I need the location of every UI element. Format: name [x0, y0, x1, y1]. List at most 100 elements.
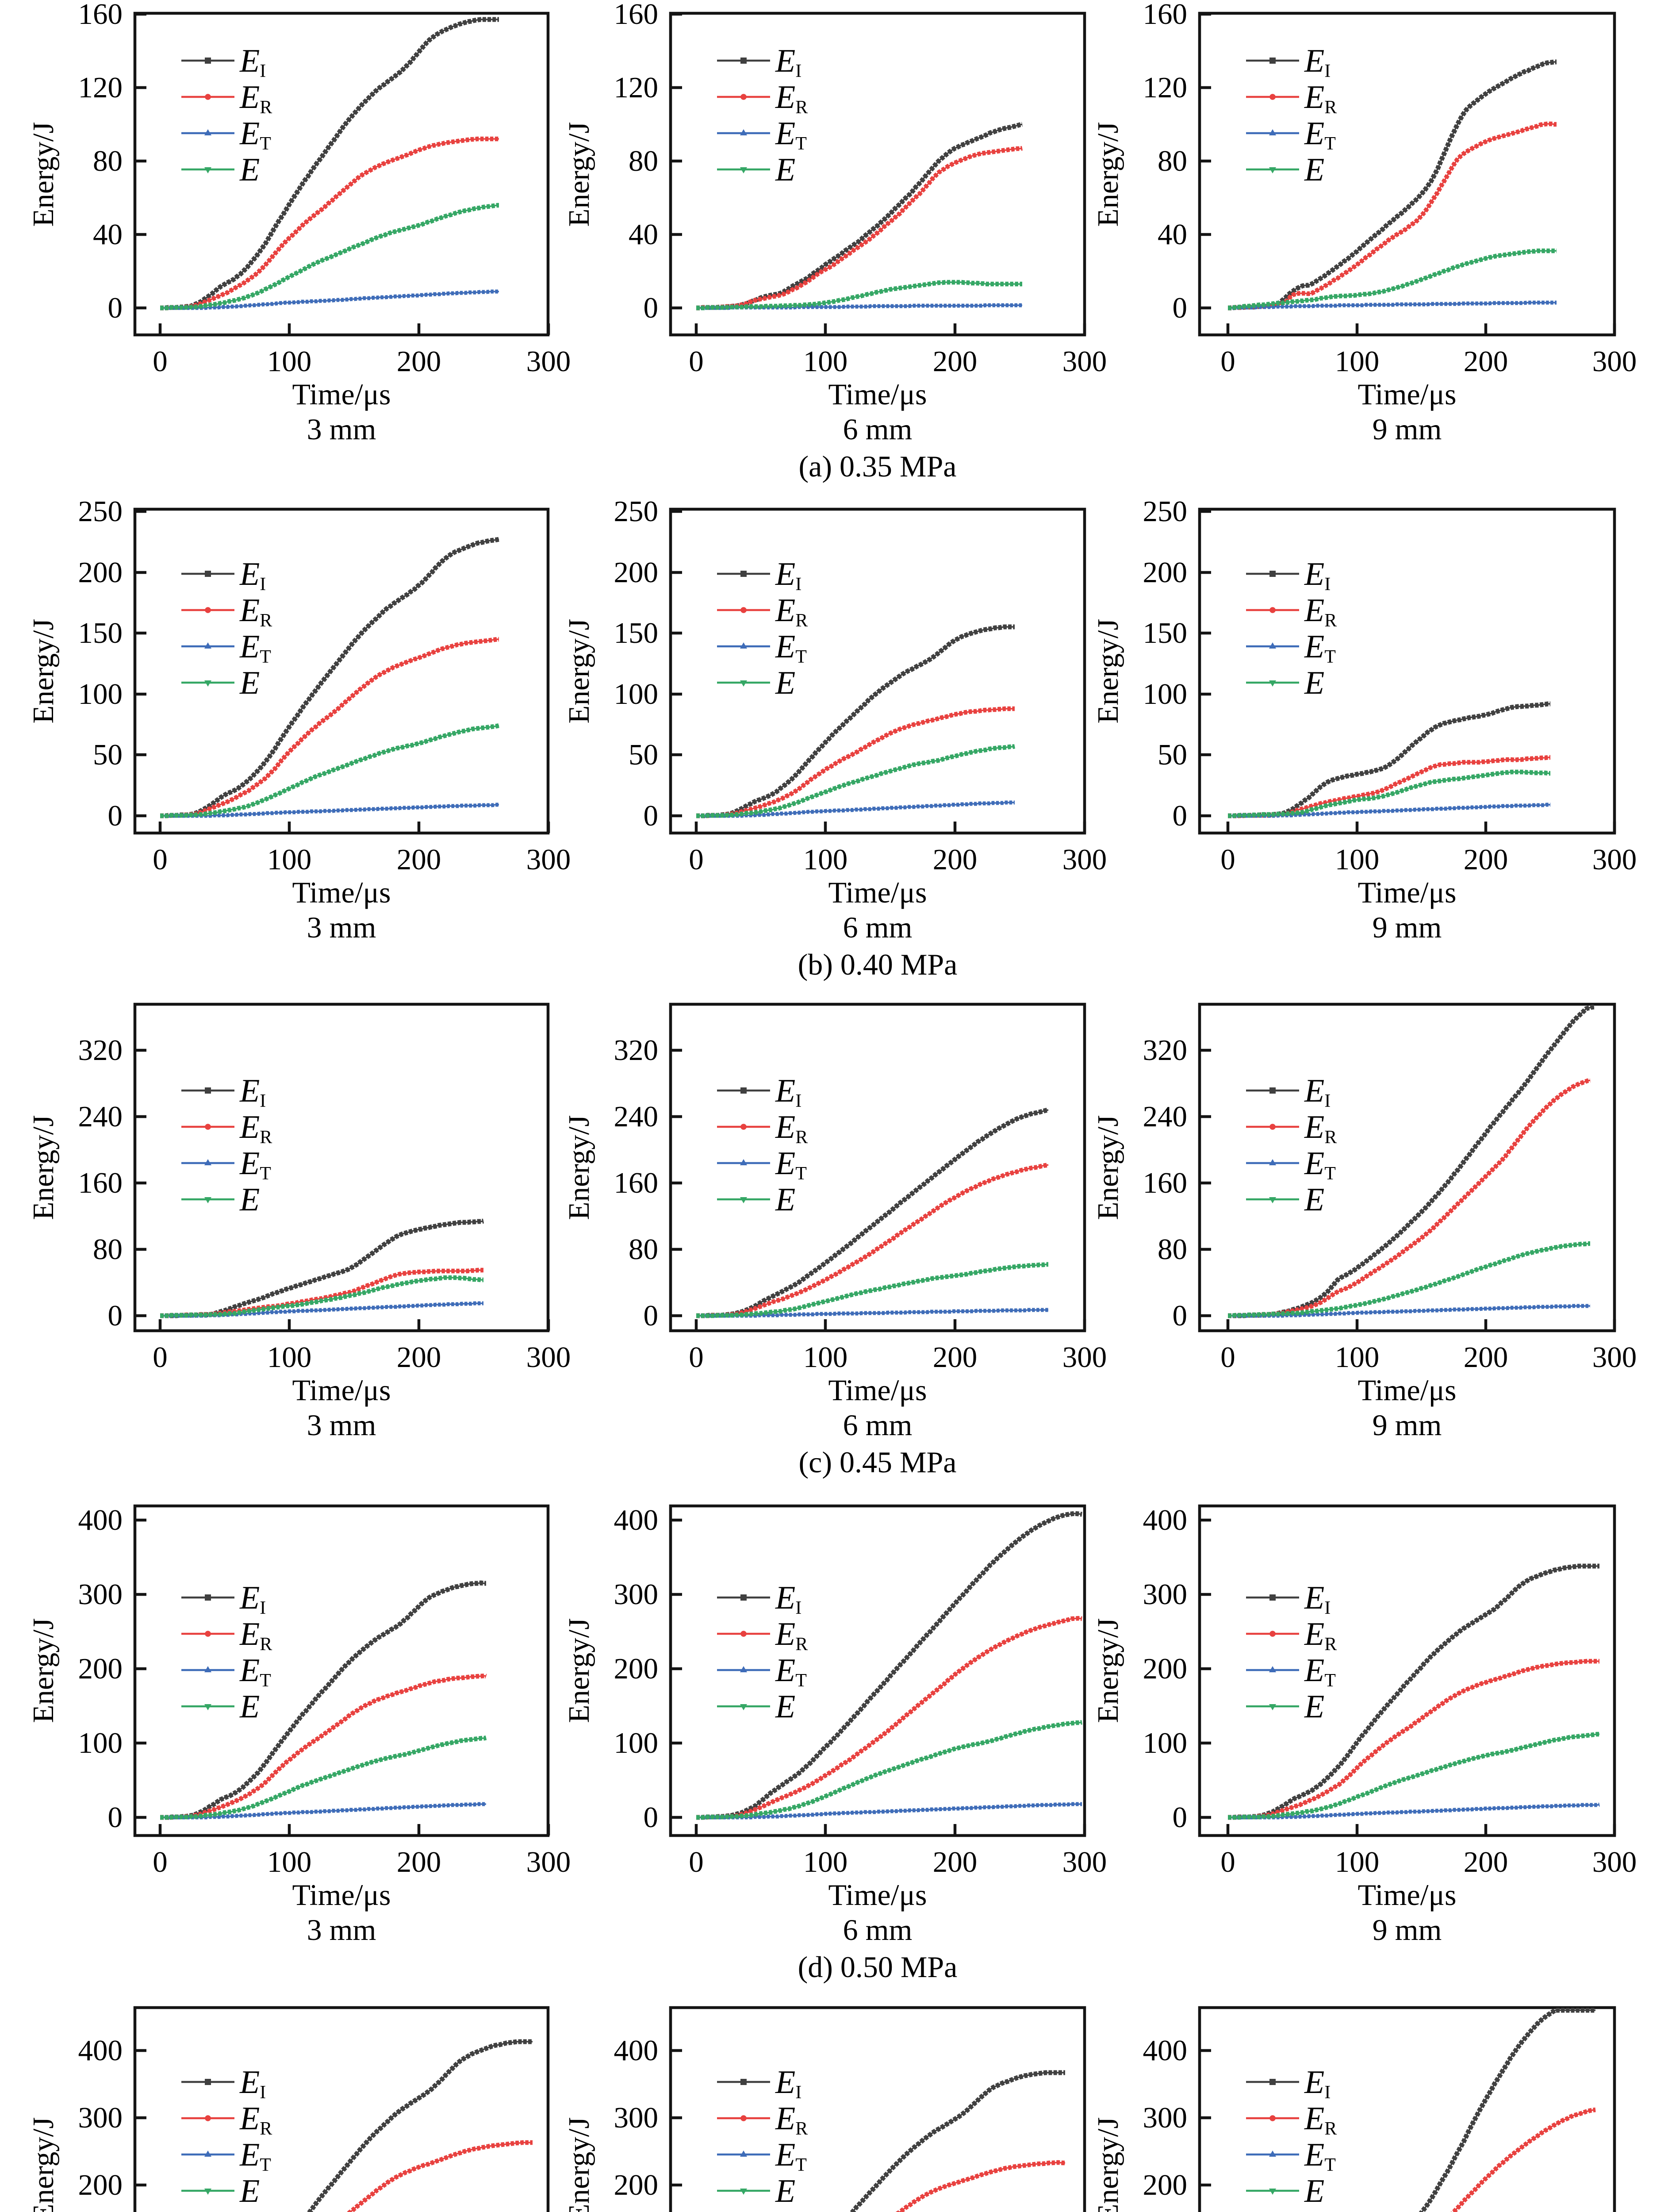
svg-text:ER: ER	[239, 79, 272, 118]
svg-text:0: 0	[644, 1299, 659, 1332]
svg-text:300: 300	[526, 1341, 571, 1374]
svg-text:300: 300	[1062, 345, 1107, 378]
svg-text:200: 200	[78, 1652, 123, 1685]
svg-text:320: 320	[614, 1034, 659, 1067]
svg-text:200: 200	[397, 1341, 441, 1374]
svg-text:400: 400	[614, 2034, 659, 2067]
svg-text:Time/μs: Time/μs	[1358, 377, 1457, 411]
svg-text:100: 100	[267, 1341, 312, 1374]
svg-text:0: 0	[1220, 345, 1235, 378]
svg-text:Energy/J: Energy/J	[563, 1115, 595, 1220]
svg-text:200: 200	[614, 2169, 659, 2201]
svg-text:E: E	[239, 2173, 260, 2209]
svg-text:0: 0	[1220, 1341, 1235, 1374]
svg-text:120: 120	[614, 71, 659, 104]
svg-text:0: 0	[108, 292, 123, 324]
svg-text:200: 200	[933, 843, 978, 876]
svg-text:100: 100	[614, 1727, 659, 1759]
svg-text:100: 100	[1335, 843, 1380, 876]
svg-text:Energy/J: Energy/J	[563, 2117, 595, 2212]
svg-text:0: 0	[689, 1341, 704, 1374]
svg-text:Time/μs: Time/μs	[292, 876, 391, 909]
svg-text:300: 300	[1062, 1341, 1107, 1374]
svg-text:300: 300	[1143, 1578, 1188, 1611]
svg-text:Time/μs: Time/μs	[292, 377, 391, 411]
svg-text:160: 160	[78, 1167, 123, 1199]
svg-text:0: 0	[1173, 292, 1188, 324]
svg-text:Energy/J: Energy/J	[27, 2117, 60, 2212]
svg-text:320: 320	[1143, 1034, 1188, 1067]
svg-text:Time/μs: Time/μs	[292, 1878, 391, 1912]
svg-text:Energy/J: Energy/J	[27, 1115, 60, 1220]
svg-text:250: 250	[1143, 495, 1188, 528]
svg-text:Time/μs: Time/μs	[1358, 1878, 1457, 1912]
svg-text:9 mm: 9 mm	[1373, 1408, 1442, 1442]
svg-text:300: 300	[78, 1578, 123, 1611]
svg-text:300: 300	[1592, 843, 1637, 876]
svg-text:300: 300	[1592, 345, 1637, 378]
svg-text:0: 0	[1173, 1801, 1188, 1834]
svg-text:300: 300	[526, 843, 571, 876]
svg-text:40: 40	[629, 218, 658, 251]
svg-text:40: 40	[1158, 218, 1187, 251]
svg-text:80: 80	[93, 145, 123, 177]
svg-text:E: E	[775, 1182, 795, 1218]
svg-text:Energy/J: Energy/J	[563, 1618, 595, 1723]
svg-text:0: 0	[644, 1801, 659, 1834]
svg-text:150: 150	[78, 617, 123, 649]
svg-text:120: 120	[78, 71, 123, 104]
svg-text:200: 200	[1143, 2169, 1188, 2201]
svg-text:Time/μs: Time/μs	[828, 377, 927, 411]
svg-text:Energy/J: Energy/J	[1092, 2117, 1124, 2212]
svg-text:100: 100	[1143, 1727, 1188, 1759]
svg-text:0: 0	[1173, 1299, 1188, 1332]
svg-text:300: 300	[1592, 1341, 1637, 1374]
svg-text:160: 160	[1143, 0, 1188, 31]
svg-text:400: 400	[1143, 2034, 1188, 2067]
svg-text:E: E	[1304, 665, 1324, 701]
svg-text:0: 0	[1220, 843, 1235, 876]
svg-text:200: 200	[1464, 1846, 1508, 1878]
svg-text:Time/μs: Time/μs	[828, 876, 927, 909]
svg-text:200: 200	[933, 345, 978, 378]
svg-text:100: 100	[78, 1727, 123, 1759]
svg-text:E: E	[239, 152, 260, 188]
svg-text:300: 300	[78, 2101, 123, 2134]
svg-text:Time/μs: Time/μs	[1358, 1373, 1457, 1407]
svg-text:E: E	[775, 1689, 795, 1725]
svg-text:Energy/J: Energy/J	[27, 122, 60, 227]
svg-text:100: 100	[1335, 345, 1380, 378]
svg-text:100: 100	[803, 843, 848, 876]
svg-text:200: 200	[397, 345, 441, 378]
svg-text:Time/μs: Time/μs	[828, 1373, 927, 1407]
svg-text:E: E	[1304, 152, 1324, 188]
svg-text:(c) 0.45 MPa: (c) 0.45 MPa	[799, 1445, 957, 1479]
svg-text:6 mm: 6 mm	[843, 910, 913, 944]
svg-text:240: 240	[78, 1100, 123, 1133]
svg-text:250: 250	[614, 495, 659, 528]
svg-text:300: 300	[614, 2101, 659, 2134]
svg-text:100: 100	[803, 1846, 848, 1878]
svg-text:120: 120	[1143, 71, 1188, 104]
svg-text:100: 100	[267, 1846, 312, 1878]
svg-text:9 mm: 9 mm	[1373, 1913, 1442, 1947]
svg-text:0: 0	[689, 843, 704, 876]
svg-text:9 mm: 9 mm	[1373, 412, 1442, 446]
svg-text:200: 200	[1143, 556, 1188, 589]
svg-text:200: 200	[933, 1846, 978, 1878]
svg-text:300: 300	[1062, 843, 1107, 876]
svg-text:0: 0	[644, 799, 659, 832]
svg-text:100: 100	[267, 345, 312, 378]
svg-text:0: 0	[689, 1846, 704, 1878]
svg-text:200: 200	[614, 1652, 659, 1685]
svg-text:E: E	[775, 2173, 795, 2209]
svg-text:E: E	[1304, 1182, 1324, 1218]
svg-text:(b) 0.40 MPa: (b) 0.40 MPa	[798, 948, 958, 981]
svg-text:400: 400	[78, 1504, 123, 1536]
svg-text:6 mm: 6 mm	[843, 1408, 913, 1442]
svg-text:150: 150	[614, 617, 659, 649]
svg-text:100: 100	[803, 345, 848, 378]
svg-text:300: 300	[614, 1578, 659, 1611]
svg-text:0: 0	[153, 843, 168, 876]
svg-text:E: E	[239, 1689, 260, 1725]
